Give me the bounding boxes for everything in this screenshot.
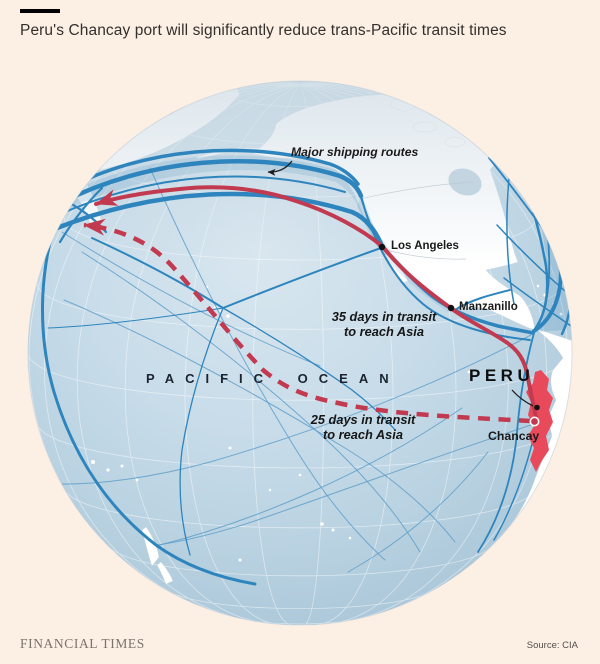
transit-35-line1: 35 days in transit — [331, 309, 437, 324]
shipping-routes-pointer — [267, 160, 293, 176]
route-via-manzanillo-35-days — [94, 185, 538, 420]
page-title: Peru's Chancay port will significantly r… — [20, 22, 507, 39]
transit-25-line2: to reach Asia — [323, 427, 403, 443]
city-label-chancay: Chancay — [488, 429, 540, 443]
transit-note-25-days: 25 days in transit to reach Asia — [299, 412, 427, 442]
peru-pointer — [511, 389, 534, 407]
city-label-los-angeles: Los Angeles — [391, 240, 459, 252]
source-credit: Source: CIA — [526, 640, 578, 651]
transit-35-line2: to reach Asia — [344, 324, 424, 340]
land-greenland — [497, 90, 552, 165]
land-new-zealand-south — [156, 561, 174, 585]
land-arctic-island-3 — [463, 95, 499, 119]
chancay-dot — [529, 416, 540, 427]
shipping-routes-annotation: Major shipping routes — [291, 145, 419, 159]
globe-rim — [27, 80, 573, 626]
minor-shipping-routes — [54, 167, 535, 573]
country-label-peru: PERU — [469, 366, 535, 385]
ft-brand: FINANCIAL TIMES — [20, 636, 145, 651]
transit-25-line1: 25 days in transit — [310, 412, 416, 427]
los-angeles-dot — [378, 243, 386, 251]
route-via-chancay-25-days — [83, 218, 532, 424]
route-bundles — [60, 99, 572, 332]
ocean-label: PACIFIC OCEAN — [146, 371, 400, 386]
city-label-manzanillo: Manzanillo — [459, 301, 518, 313]
manzanillo-dot — [447, 304, 455, 312]
transit-note-35-days: 35 days in transit to reach Asia — [320, 309, 448, 339]
peru-pointer-dot — [534, 404, 540, 411]
title-rule — [20, 9, 60, 13]
